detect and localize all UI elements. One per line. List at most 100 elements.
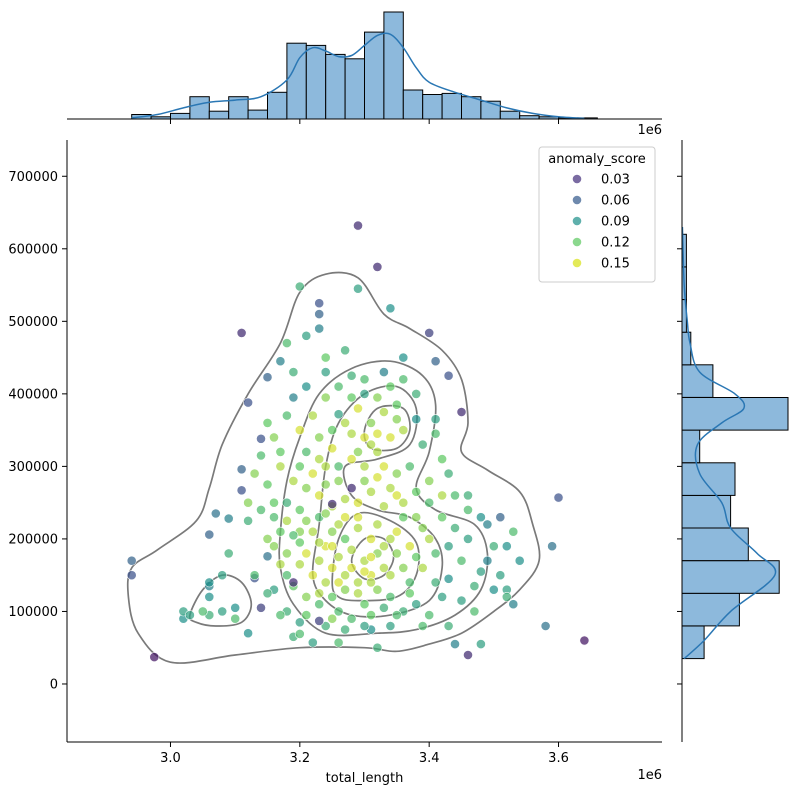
- y-tick-label: 700000: [8, 170, 58, 185]
- scatter-point: [243, 515, 253, 526]
- scatter-point: [269, 497, 279, 508]
- scatter-point: [327, 526, 338, 537]
- scatter-point: [385, 570, 396, 581]
- scatter-point: [236, 327, 247, 338]
- scatter-point: [333, 637, 344, 648]
- scatter-points: [126, 220, 590, 662]
- scatter-point: [353, 588, 363, 599]
- x-tick-label: 3.4: [419, 751, 440, 766]
- scatter-point: [450, 639, 460, 649]
- scatter-point: [327, 443, 338, 454]
- scatter-point: [411, 512, 422, 523]
- scatter-point: [353, 283, 363, 294]
- density-contour: [188, 574, 253, 627]
- scatter-point: [456, 555, 467, 566]
- legend-label: 0.06: [601, 194, 630, 209]
- scatter-point: [236, 464, 247, 475]
- x-scale-offset-label: 1e6: [637, 768, 662, 783]
- x-tick-label: 3.0: [160, 751, 181, 766]
- scatter-point: [463, 490, 473, 501]
- scatter-point: [424, 497, 435, 508]
- scatter-point: [385, 621, 396, 631]
- top-hist-bar: [402, 89, 424, 120]
- scatter-point: [411, 414, 422, 425]
- top-hist-bar: [247, 109, 269, 120]
- scatter-point: [417, 621, 428, 631]
- scatter-point: [514, 555, 525, 566]
- scatter-point: [463, 534, 473, 544]
- scatter-point: [411, 388, 422, 399]
- scatter-point: [301, 446, 312, 457]
- scatter-point: [149, 652, 160, 662]
- scatter-point: [508, 599, 519, 610]
- scatter-point: [320, 508, 331, 519]
- scatter-point: [294, 537, 305, 548]
- legend-label: 0.03: [601, 173, 630, 188]
- top-hist-bar: [422, 94, 443, 120]
- y-tick-label: 300000: [8, 460, 58, 475]
- scatter-point: [223, 513, 234, 524]
- scatter-point: [327, 499, 338, 509]
- legend-title: anomaly_score: [548, 152, 646, 167]
- scatter-point: [411, 552, 422, 562]
- scatter-point: [333, 577, 344, 588]
- scatter-point: [475, 566, 486, 577]
- y-tick-label: 100000: [8, 605, 58, 620]
- scatter-point: [301, 483, 312, 493]
- scatter-point: [275, 610, 286, 620]
- scatter-point: [249, 570, 260, 581]
- scatter-point: [204, 577, 215, 588]
- scatter-point: [366, 577, 376, 588]
- right-hist-bar: [681, 560, 780, 594]
- scatter-point: [184, 610, 195, 620]
- legend-marker: [572, 216, 582, 226]
- scatter-point: [275, 356, 286, 367]
- scatter-point: [320, 479, 331, 490]
- scatter-point: [327, 563, 338, 573]
- top-hist-bar: [499, 110, 521, 120]
- scatter-point: [398, 374, 409, 385]
- scatter-point: [294, 504, 305, 515]
- scatter-point: [378, 367, 389, 377]
- scatter-point: [391, 490, 402, 501]
- scatter-point: [391, 548, 402, 559]
- scatter-point: [482, 555, 493, 566]
- scatter-point: [508, 526, 519, 537]
- scatter-point: [359, 432, 370, 443]
- scatter-point: [346, 483, 357, 493]
- scatter-point: [346, 613, 357, 624]
- scatter-point: [288, 367, 299, 377]
- scatter-point: [443, 370, 454, 381]
- scatter-point: [294, 425, 305, 435]
- top-hist-bar: [267, 91, 288, 120]
- y-tick-label: 200000: [8, 532, 58, 547]
- scatter-point: [307, 637, 318, 648]
- legend-marker: [572, 174, 582, 184]
- scatter-point: [359, 388, 370, 399]
- scatter-point: [378, 407, 389, 417]
- scatter-point: [346, 454, 357, 464]
- scatter-point: [320, 577, 331, 588]
- scatter-point: [378, 563, 389, 573]
- scatter-point: [281, 338, 292, 348]
- y-tick-label: 400000: [8, 387, 58, 402]
- scatter-point: [210, 508, 221, 519]
- scatter-point: [333, 461, 344, 472]
- x-tick-label: 3.6: [548, 751, 569, 766]
- scatter-point: [385, 483, 396, 493]
- scatter-point: [269, 541, 279, 552]
- scatter-point: [204, 592, 215, 602]
- top-marginal-histogram: [131, 11, 598, 120]
- scatter-point: [398, 352, 409, 363]
- scatter-point: [126, 555, 137, 566]
- top-hist-bar: [305, 44, 327, 120]
- right-hist-bar: [681, 494, 732, 529]
- scatter-point: [333, 519, 344, 530]
- scatter-point: [333, 409, 344, 420]
- top-hist-bar: [170, 112, 191, 120]
- scatter-point: [424, 475, 435, 486]
- right-hist-bar: [681, 527, 749, 562]
- scatter-point: [424, 327, 435, 338]
- scatter-point: [366, 417, 376, 428]
- scatter-point: [463, 650, 473, 660]
